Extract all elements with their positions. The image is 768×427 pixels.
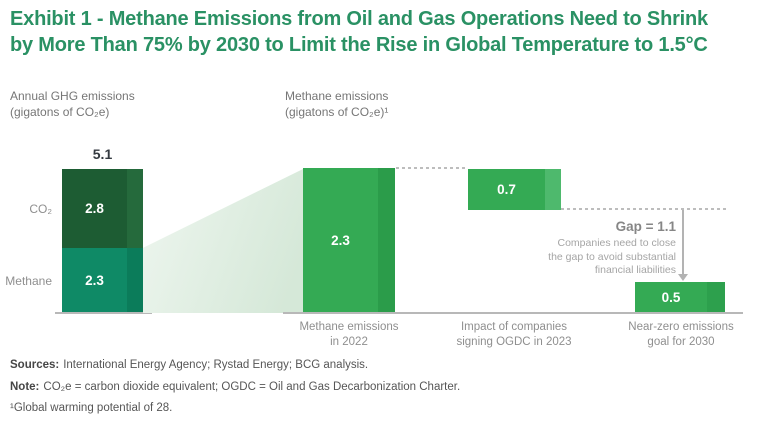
bar-methane-emissions-2022: 2.3 (303, 168, 395, 313)
gap-arrow-line (682, 210, 684, 274)
left-axis-header-line1: Annual GHG emissions (10, 89, 135, 103)
sources-label: Sources: (10, 359, 60, 371)
bar-ogdc-shade-edge (545, 169, 561, 210)
stacked-bar-total-label: 5.1 (92, 146, 113, 162)
co2-series-label: CO₂ (29, 202, 52, 216)
bar-2030-shade-edge (707, 282, 725, 313)
co2-segment-shade-edge (127, 169, 143, 248)
left-chart-baseline (55, 312, 152, 314)
bar-2030-value: 0.5 (661, 290, 681, 305)
category-ogdc-line2: signing OGDC in 2023 (456, 336, 572, 348)
category-2030-line2: goal for 2030 (647, 336, 715, 348)
left-chart-axis-header: Annual GHG emissions (gigatons of CO₂e) (10, 88, 135, 120)
category-2022-line1: Methane emissions (299, 321, 399, 333)
category-label-2030: Near-zero emissions goal for 2030 (596, 320, 766, 350)
gap-note-line2: the gap to avoid substantial (548, 250, 676, 263)
dashed-level-1-6 (561, 208, 726, 210)
category-ogdc-line1: Impact of companies (460, 321, 568, 333)
sources-text: International Energy Agency; Rystad Ener… (63, 359, 369, 371)
category-label-2022: Methane emissions in 2022 (264, 320, 434, 350)
zoom-wedge-connector (143, 169, 303, 313)
bar-ogdc-value: 0.7 (497, 182, 516, 197)
category-label-ogdc: Impact of companies signing OGDC in 2023 (429, 320, 599, 350)
note-text: CO₂e = carbon dioxide equivalent; OGDC =… (43, 381, 461, 393)
category-2022-line2: in 2022 (330, 336, 368, 348)
left-axis-header-line2: (gigatons of CO₂e) (10, 105, 110, 119)
right-axis-header-line2: (gigatons of CO₂e)¹ (285, 105, 389, 119)
right-axis-header-line1: Methane emissions (285, 89, 389, 103)
stacked-bar-co2-segment: 2.8 (62, 169, 143, 248)
exhibit-title-line2: by More Than 75% by 2030 to Limit the Ri… (10, 34, 708, 56)
note-label: Note: (10, 381, 40, 393)
methane-segment-shade-edge (127, 248, 143, 313)
bar-2022-shade-edge (378, 168, 395, 313)
right-chart-baseline (283, 312, 743, 314)
right-chart-axis-header: Methane emissions (gigatons of CO₂e)¹ (285, 88, 388, 120)
co2-segment-value: 2.8 (85, 201, 104, 216)
dashed-level-2-3 (396, 167, 468, 169)
exhibit-title: Exhibit 1 - Methane Emissions from Oil a… (10, 6, 762, 58)
stacked-bar-methane-segment: 2.3 (62, 248, 143, 313)
gap-label: Gap = 1.1 (615, 219, 676, 234)
note-line: Note: CO₂e = carbon dioxide equivalent; O… (10, 381, 460, 393)
footnote-line: ¹Global warming potential of 28. (10, 402, 173, 414)
gap-arrow-head-icon (678, 274, 688, 281)
methane-series-label: Methane (5, 274, 52, 288)
methane-segment-value: 2.3 (85, 273, 104, 288)
bar-ogdc-impact: 0.7 (468, 169, 561, 210)
sources-line: Sources: International Energy Agency; Rys… (10, 359, 368, 371)
category-2030-line1: Near-zero emissions (628, 321, 734, 333)
gap-annotation: Gap = 1.1 Companies need to close the ga… (446, 219, 676, 278)
gap-note-line1: Companies need to close (557, 237, 677, 249)
exhibit-title-line1: Exhibit 1 - Methane Emissions from Oil a… (10, 8, 708, 30)
gap-note-line3: financial liabilities (594, 264, 676, 276)
bar-near-zero-goal-2030: 0.5 (635, 282, 725, 313)
bar-2022-value: 2.3 (331, 233, 350, 248)
